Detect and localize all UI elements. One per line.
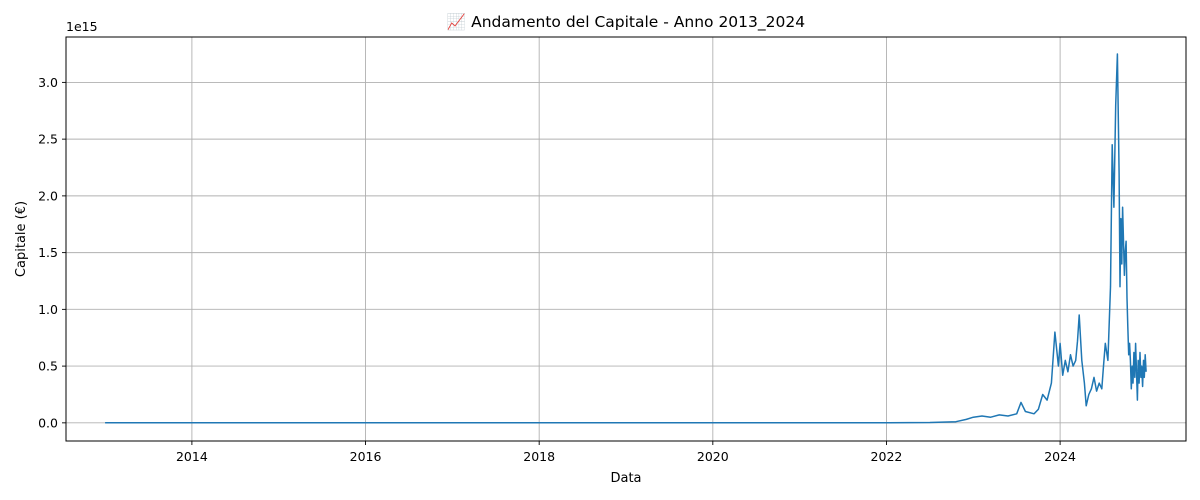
x-tick-label: 2020 bbox=[697, 449, 729, 464]
y-tick-label: 0.0 bbox=[38, 415, 58, 430]
x-tick-label: 2018 bbox=[523, 449, 555, 464]
axes-frame bbox=[65, 36, 1187, 442]
series-layer bbox=[105, 53, 1147, 424]
ticks: 2014 2016 2018 2020 2022 2024 0.0 0.5 1.0 1.5 2.0 2… bbox=[38, 75, 1076, 464]
y-tick-label: 1.5 bbox=[38, 245, 58, 260]
x-tick-label: 2014 bbox=[176, 449, 208, 464]
y-tick-label: 3.0 bbox=[38, 75, 58, 90]
y-tick-label: 2.5 bbox=[38, 132, 58, 147]
x-tick-label: 2024 bbox=[1044, 449, 1076, 464]
x-axis-label: Data bbox=[610, 471, 641, 486]
y-offset-label: 1e15 bbox=[66, 19, 98, 34]
chart-title: 📈 Andamento del Capitale - Anno 2013_202… bbox=[447, 12, 805, 32]
x-tick-label: 2016 bbox=[350, 449, 382, 464]
series-line bbox=[105, 53, 1147, 424]
grid bbox=[66, 37, 1186, 441]
y-axis-label: Capitale (€) bbox=[14, 201, 29, 277]
x-tick-label: 2022 bbox=[871, 449, 903, 464]
y-tick-label: 0.5 bbox=[38, 359, 58, 374]
y-tick-label: 1.0 bbox=[38, 302, 58, 317]
y-tick-label: 2.0 bbox=[38, 188, 58, 203]
